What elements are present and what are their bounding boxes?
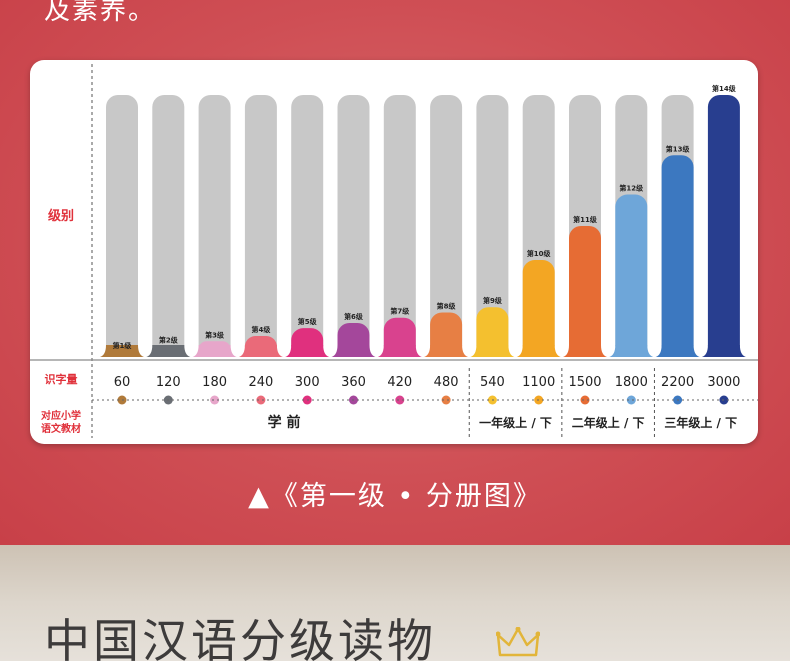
chart-caption: ▲《第一级 • 分册图》 (248, 481, 542, 512)
level-dot (256, 395, 266, 405)
char-count-label: 1500 (568, 375, 601, 390)
char-count-label: 540 (480, 375, 505, 390)
grade-label: 学 前 (268, 414, 301, 431)
grade-label: 一年级上 / 下 (479, 415, 552, 430)
bar (707, 95, 740, 357)
level-label: 第5级 (298, 317, 318, 326)
bottom-band: 中国汉语分级读物 (0, 545, 790, 668)
bar-track (337, 95, 370, 357)
textbook-row-label-line2: 语文教材 (41, 422, 81, 435)
level-label: 第4级 (251, 325, 271, 334)
level-row-label: 级别 (48, 208, 74, 224)
char-count-label: 1800 (615, 375, 648, 390)
level-label: 第10级 (527, 249, 552, 258)
bar-track (152, 95, 185, 357)
level-dot (210, 395, 220, 405)
bar-track (383, 95, 416, 357)
bar-track (198, 95, 231, 357)
bar-base (146, 345, 191, 357)
chart-card: 级别识字量对应小学 语文教材 第1级 第2级 第3级 第4级 第5级 第6级 第7级 第8级 第9级… (30, 60, 758, 444)
char-count-label: 2200 (661, 375, 694, 390)
char-count-label: 3000 (707, 375, 740, 390)
level-dot (395, 395, 405, 405)
bar-track (291, 95, 324, 357)
level-label: 第6级 (344, 312, 364, 321)
bar-base (100, 345, 144, 357)
level-label: 第13级 (666, 144, 691, 153)
char-count-label: 180 (202, 375, 227, 390)
level-label: 第11级 (573, 215, 598, 224)
bar-base (238, 345, 283, 357)
level-label: 第2级 (159, 336, 179, 345)
bar-base (285, 345, 330, 357)
series-title: 中国汉语分级读物 (44, 614, 436, 668)
bar-base (609, 345, 654, 357)
char-count-label: 120 (156, 375, 181, 390)
char-count-label: 420 (387, 375, 412, 390)
bar-base (655, 345, 700, 357)
level-dot (626, 395, 636, 405)
char-count-label: 360 (341, 375, 366, 390)
bar (569, 226, 601, 357)
bar-base (516, 345, 561, 357)
bar-track (244, 95, 277, 357)
bar-base (701, 345, 746, 357)
char-count-label: 1100 (522, 375, 555, 390)
char-count-label: 60 (114, 375, 131, 390)
crown-icon (496, 627, 540, 657)
level-dot (441, 395, 451, 405)
bar-track (476, 95, 509, 357)
char-count-label: 300 (295, 375, 320, 390)
char-count-label: 240 (248, 375, 273, 390)
level-label: 第3级 (205, 330, 225, 339)
level-label: 第12级 (619, 184, 644, 193)
bar-base (424, 345, 469, 357)
bar-base (331, 345, 376, 357)
level-label: 第8级 (437, 301, 457, 310)
top-band: 及素养。 级别识字量对应小学 语文教材 第1级 第2级 第3级 第4级 第5级 第6级 第7级 第… (0, 0, 790, 545)
bar-base (377, 345, 422, 357)
char-count-label: 480 (434, 375, 459, 390)
bar (522, 260, 555, 357)
bar (661, 155, 694, 357)
level-label: 第9级 (483, 296, 503, 305)
level-label: 第14级 (712, 84, 737, 93)
bar-base (470, 345, 515, 357)
grade-label: 二年级上 / 下 (572, 415, 645, 430)
bar (615, 194, 648, 357)
level-label: 第1级 (113, 341, 133, 350)
bar (476, 307, 509, 357)
bar-base (192, 345, 237, 357)
level-dot (580, 395, 590, 405)
textbook-row-label-line1: 对应小学 (41, 409, 81, 422)
bar-base (563, 345, 607, 357)
bar-track (106, 95, 138, 357)
bar-track (430, 95, 463, 357)
intro-text: 及素养。 (44, 0, 157, 26)
grade-label: 三年级上 / 下 (664, 415, 737, 430)
chars-row-label: 识字量 (45, 372, 78, 386)
level-label: 第7级 (390, 307, 410, 316)
